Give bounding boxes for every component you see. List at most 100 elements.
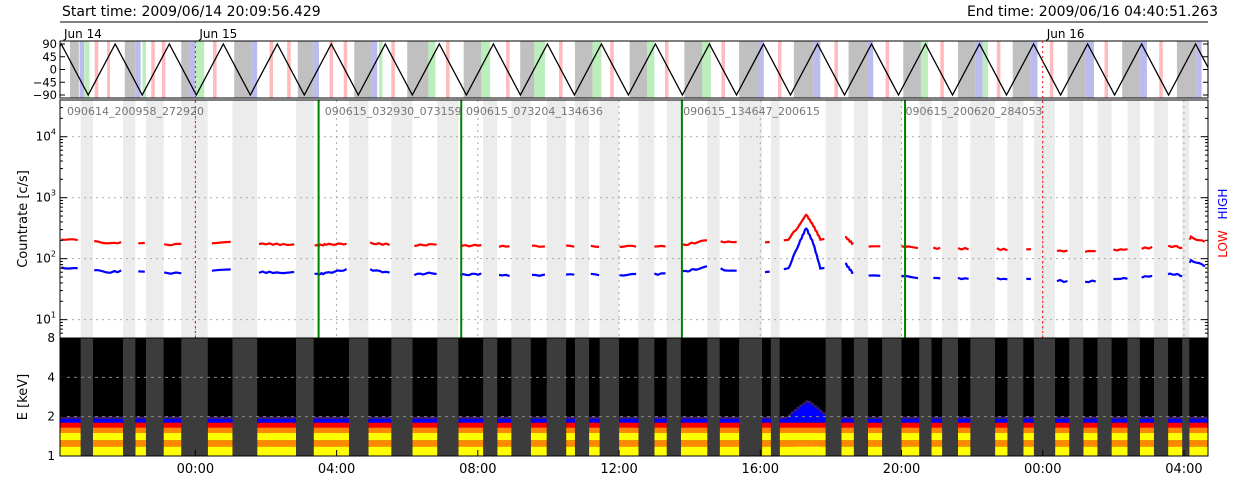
series-low-line: [258, 242, 295, 247]
spectrum-cell: [382, 416, 386, 419]
spectrum-cell: [969, 440, 971, 447]
series-high-line: [1056, 278, 1068, 284]
spectrum-cell: [472, 440, 476, 447]
spectrum-cell: [767, 446, 772, 456]
spectrum-cell: [291, 446, 295, 456]
spectrum-cell: [481, 446, 484, 456]
spectrum-cell: [276, 418, 281, 423]
orbit-shade-gray: [1067, 41, 1086, 98]
spectrum-cell: [227, 432, 231, 441]
spectrum-cell: [728, 422, 732, 428]
spectrum-cell: [802, 404, 806, 423]
segment-label: 090615_134647_200615: [683, 105, 820, 118]
spectrum-cell: [172, 432, 176, 441]
spectrum-cell: [633, 432, 637, 441]
spectrum-cell: [764, 427, 769, 433]
spectrum-cell: [180, 432, 182, 441]
spectrum-cell: [279, 427, 284, 433]
spectrum-cell: [819, 422, 823, 428]
orbit-shade-gray: [124, 41, 136, 98]
spectrum-cell: [285, 418, 289, 423]
spectrum-cell: [1088, 440, 1093, 447]
spectrum-cell: [388, 432, 392, 441]
spectrum-cell: [697, 446, 702, 456]
spectrum-cell: [937, 440, 941, 447]
spectrum-cell: [791, 413, 795, 423]
spectrum-cell: [934, 422, 938, 428]
spectrum-cell: [1031, 432, 1035, 441]
spectrum-cell: [339, 432, 343, 441]
series-low-line: [957, 246, 969, 251]
spectrum-cell: [1006, 446, 1008, 456]
orbit-shade-mint: [920, 41, 928, 98]
spectrum-cell: [767, 432, 772, 441]
orbit-shade-pink: [610, 41, 614, 98]
spectrum-cell: [1057, 416, 1062, 419]
spectrum-cell: [995, 427, 999, 433]
spectrum-cell: [163, 432, 167, 441]
spectrum-cell: [1060, 422, 1065, 428]
spectrum-cell: [464, 440, 468, 447]
spectrum-cell: [621, 416, 626, 419]
spectrum-cell: [1189, 427, 1193, 433]
spectrum-cell: [1023, 416, 1027, 419]
spectrum-cell: [568, 422, 573, 428]
spectrum-cell: [1170, 440, 1175, 447]
spectrum-cell: [79, 416, 82, 419]
spectrum-cell: [1168, 446, 1172, 456]
spectrum-cell: [1111, 432, 1115, 441]
spectrum-cell: [904, 422, 908, 428]
spectrum-cell: [500, 416, 504, 419]
spectrum-cell: [216, 440, 220, 447]
spectrum-cell: [700, 416, 704, 419]
spectrum-cell: [1031, 422, 1035, 428]
spectrogram-gap: [296, 338, 314, 456]
spectrum-cell: [374, 427, 378, 433]
spectrum-cell: [481, 432, 484, 441]
spectrum-cell: [379, 440, 384, 447]
spectrum-cell: [796, 408, 800, 423]
spectrum-cell: [65, 422, 69, 428]
orbit-shade-lavender: [1139, 41, 1147, 98]
spectrum-cell: [420, 416, 425, 419]
spectrum-cell: [322, 416, 326, 419]
spectrum-cell: [327, 422, 332, 428]
spectrum-cell: [728, 418, 732, 423]
spectrum-cell: [497, 422, 501, 428]
spectrum-cell: [423, 427, 428, 433]
orbit-y-tick-label: 90: [42, 37, 57, 51]
x-tick-label: 08:00: [459, 462, 496, 477]
spectrum-cell: [71, 418, 75, 423]
spectrum-cell: [285, 432, 289, 441]
spectrum-cell: [313, 446, 317, 456]
spectrum-cell: [259, 422, 264, 428]
orbit-shade-gray: [234, 41, 252, 98]
spectrum-cell: [810, 427, 815, 433]
spectrum-cell: [966, 416, 970, 419]
spectrum-cell: [319, 432, 323, 441]
spectrum-cell: [1003, 432, 1007, 441]
spectrum-cell: [432, 440, 436, 447]
spectrum-cell: [475, 427, 479, 433]
spectrum-cell: [867, 432, 872, 441]
spectrum-cell: [213, 446, 217, 456]
spectrum-cell: [697, 418, 702, 423]
spectrum-cell: [219, 416, 223, 419]
spectrum-cell: [382, 432, 386, 441]
spectrum-cell: [1192, 418, 1196, 423]
spectrum-cell: [1083, 422, 1087, 428]
spectrum-cell: [107, 446, 111, 456]
spectrum-cell: [339, 446, 343, 456]
spectrum-cell: [1026, 446, 1030, 456]
orbit-y-tick-label: 45: [42, 50, 57, 64]
spectrum-cell: [79, 427, 82, 433]
spectrum-cell: [227, 440, 231, 447]
spectrum-cell: [1000, 416, 1005, 419]
spectrum-cell: [1094, 440, 1098, 447]
start-time-label: Start time: 2009/06/14 20:09:56.429: [62, 4, 321, 20]
x-tick-label: 20:00: [883, 462, 920, 477]
spectrum-cell: [1148, 416, 1152, 419]
spectrum-cell: [324, 418, 329, 423]
series-low-line: [932, 246, 941, 250]
spectrum-cell: [536, 418, 540, 423]
